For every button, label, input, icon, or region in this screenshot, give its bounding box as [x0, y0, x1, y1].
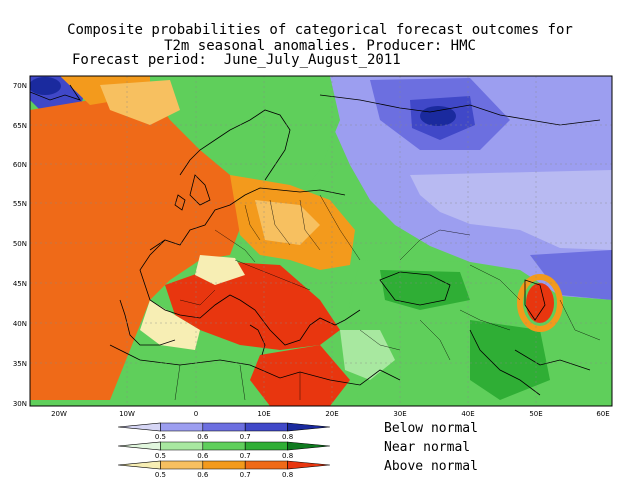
above-normal-colorbar-segment: [117, 460, 161, 470]
title-line-3: Forecast period: June_July_August_2011: [72, 52, 401, 68]
above-normal-colorbar-segment: [160, 460, 204, 470]
above-normal-colorbar-tick: 0.8: [282, 471, 293, 479]
lat-tick: 60N: [13, 161, 27, 169]
coastline-ireland: [174, 194, 186, 211]
legend-label-below-normal: Below normal: [384, 421, 478, 436]
lon-tick: 0: [194, 410, 198, 418]
lat-tick: 35N: [13, 360, 27, 368]
lat-tick: 30N: [13, 400, 27, 408]
below-normal-colorbar-segment: [287, 422, 331, 432]
coastline-britain: [189, 174, 211, 206]
probability-field: [30, 76, 612, 406]
near-normal-colorbar-tick: 0.6: [197, 452, 209, 460]
below-normal-colorbar-tick: 0.6: [197, 433, 209, 441]
below-normal-greenland-core: [30, 77, 61, 95]
near-normal-blacksea: [380, 270, 470, 310]
below-normal-light-area: [410, 170, 612, 250]
near-normal-colorbar-tick: 0.7: [240, 452, 251, 460]
below-normal-colorbar-tick: 0.7: [240, 433, 251, 441]
above-normal-alps-light: [195, 255, 245, 285]
above-normal-central-light: [255, 200, 320, 245]
near-normal-arabia: [470, 320, 550, 400]
lon-tick: 20E: [325, 410, 338, 418]
lon-tick: 50E: [529, 410, 542, 418]
coastline-greenland: [30, 84, 81, 101]
near-normal-colorbar-tick: 0.5: [155, 452, 166, 460]
lat-tick: 65N: [13, 122, 27, 130]
lat-axis: 70N 65N 60N 55N 50N 45N 40N 35N 30N: [13, 82, 27, 408]
title-line-1: Composite probabilities of categorical f…: [67, 22, 573, 38]
above-normal-west: [30, 80, 245, 400]
lon-tick: 40E: [461, 410, 474, 418]
below-normal-colorbar-segment: [244, 422, 288, 432]
map-frame: [29, 75, 613, 407]
below-normal-colorbar-tick: 0.8: [282, 433, 293, 441]
near-normal-colorbar-segment: [117, 441, 161, 451]
below-normal-colorbar-segment: [160, 422, 204, 432]
near-normal-colorbar-segment: [202, 441, 246, 451]
coastline-south-europe: [139, 239, 361, 346]
near-normal-colorbar-segment: [160, 441, 204, 451]
coastline-north-africa: [109, 344, 401, 386]
borders: [174, 194, 601, 401]
near-normal-colorbar-tick: 0.8: [282, 452, 293, 460]
coastline-arctic: [319, 94, 601, 126]
lon-tick: 20W: [51, 410, 67, 418]
near-normal-colorbar-segment: [244, 441, 288, 451]
above-normal-caspian-ring: [517, 274, 563, 332]
lat-tick: 70N: [13, 82, 27, 90]
coastline-italy: [249, 324, 266, 356]
above-normal-atlantic: [100, 80, 180, 125]
above-normal-colorbar-segment: [202, 460, 246, 470]
below-normal-core: [420, 106, 456, 126]
legend-label-above-normal: Above normal: [384, 459, 478, 474]
lon-tick: 10E: [257, 410, 270, 418]
lon-tick: 60E: [596, 410, 609, 418]
coastline-scandinavia: [179, 109, 291, 181]
coastlines: [30, 84, 601, 396]
title-line-2: T2m seasonal anomalies. Producer: HMC: [164, 38, 476, 54]
coastline-red-sea: [469, 329, 541, 396]
lat-tick: 50N: [13, 240, 27, 248]
below-normal-caspian: [530, 250, 612, 300]
country-borders: [174, 194, 601, 401]
above-normal-iberia-light: [140, 300, 200, 350]
below-normal-colorbar-tick: 0.5: [155, 433, 166, 441]
coastline-caspian: [524, 279, 546, 321]
lon-tick: 30E: [393, 410, 406, 418]
above-normal-colorbar-tick: 0.5: [155, 471, 166, 479]
lat-tick: 55N: [13, 200, 27, 208]
above-normal-colorbar-segment: [244, 460, 288, 470]
above-normal-colorbar-segment: [287, 460, 331, 470]
gridlines: [30, 76, 612, 406]
lon-tick: 10W: [119, 410, 135, 418]
coastline-gulf: [514, 349, 591, 371]
above-normal-colorbar-tick: 0.6: [197, 471, 209, 479]
near-normal-light: [340, 330, 395, 380]
lat-tick: 40N: [13, 320, 27, 328]
near-normal-north: [150, 76, 340, 195]
above-normal-caspian: [526, 283, 554, 323]
lon-axis: 20W 10W 0 10E 20E 30E 40E 50E 60E: [51, 410, 610, 418]
coastline-black-sea: [379, 271, 451, 306]
legend-colorbars: 0.5 0.6 0.7 0.8 0.5 0.6 0.7 0.8 0.5 0.6 0.7 0.8: [117, 422, 331, 479]
near-normal-colorbar-segment: [287, 441, 331, 451]
coastline-north-europe: [149, 187, 346, 251]
coastline-iberia: [119, 299, 176, 346]
below-normal-colorbar-segment: [117, 422, 161, 432]
below-normal-colorbar-segment: [202, 422, 246, 432]
lat-tick: 45N: [13, 280, 27, 288]
legend-label-near-normal: Near normal: [384, 440, 471, 455]
above-normal-mediterranean: [165, 262, 340, 350]
above-normal-colorbar-tick: 0.7: [240, 471, 251, 479]
